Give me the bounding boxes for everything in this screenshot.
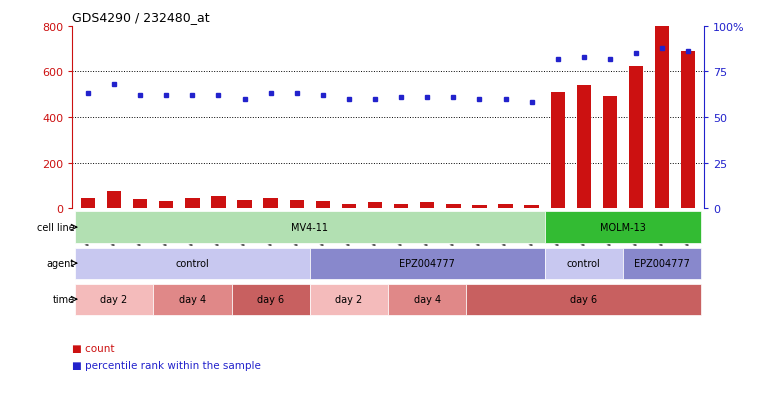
- Bar: [545, 248, 623, 279]
- Bar: [159, 202, 174, 209]
- Text: day 2: day 2: [336, 294, 362, 304]
- Text: EPZ004777: EPZ004777: [634, 259, 690, 268]
- Text: day 4: day 4: [179, 294, 206, 304]
- Bar: [107, 192, 121, 209]
- Bar: [466, 284, 702, 315]
- Text: control: control: [567, 259, 600, 268]
- Text: GDS4290 / 232480_at: GDS4290 / 232480_at: [72, 11, 210, 24]
- Bar: [473, 205, 486, 209]
- Text: day 6: day 6: [570, 294, 597, 304]
- Bar: [133, 199, 148, 209]
- Bar: [420, 203, 435, 209]
- Bar: [212, 196, 225, 209]
- Bar: [681, 52, 696, 209]
- Bar: [316, 202, 330, 209]
- Bar: [75, 284, 153, 315]
- Text: cell line: cell line: [37, 223, 75, 233]
- Bar: [263, 198, 278, 209]
- Text: day 6: day 6: [257, 294, 284, 304]
- Bar: [446, 204, 460, 209]
- Bar: [310, 248, 545, 279]
- Bar: [603, 97, 617, 209]
- Bar: [655, 27, 670, 209]
- Bar: [545, 212, 702, 243]
- Text: agent: agent: [46, 259, 75, 268]
- Bar: [185, 198, 199, 209]
- Bar: [388, 284, 466, 315]
- Bar: [524, 205, 539, 209]
- Text: time: time: [53, 294, 75, 304]
- Text: ■ count: ■ count: [72, 344, 115, 354]
- Bar: [623, 248, 702, 279]
- Bar: [498, 204, 513, 209]
- Text: control: control: [176, 259, 209, 268]
- Text: EPZ004777: EPZ004777: [400, 259, 455, 268]
- Bar: [290, 201, 304, 209]
- Bar: [551, 93, 565, 209]
- Bar: [342, 204, 356, 209]
- Bar: [394, 204, 409, 209]
- Bar: [577, 86, 591, 209]
- Text: MV4-11: MV4-11: [291, 223, 328, 233]
- Text: MOLM-13: MOLM-13: [600, 223, 646, 233]
- Bar: [629, 66, 643, 209]
- Text: ■ percentile rank within the sample: ■ percentile rank within the sample: [72, 360, 261, 370]
- Bar: [75, 248, 310, 279]
- Bar: [153, 284, 231, 315]
- Bar: [237, 201, 252, 209]
- Bar: [81, 198, 95, 209]
- Bar: [75, 212, 545, 243]
- Bar: [231, 284, 310, 315]
- Text: day 4: day 4: [414, 294, 441, 304]
- Bar: [310, 284, 388, 315]
- Text: day 2: day 2: [100, 294, 128, 304]
- Bar: [368, 203, 382, 209]
